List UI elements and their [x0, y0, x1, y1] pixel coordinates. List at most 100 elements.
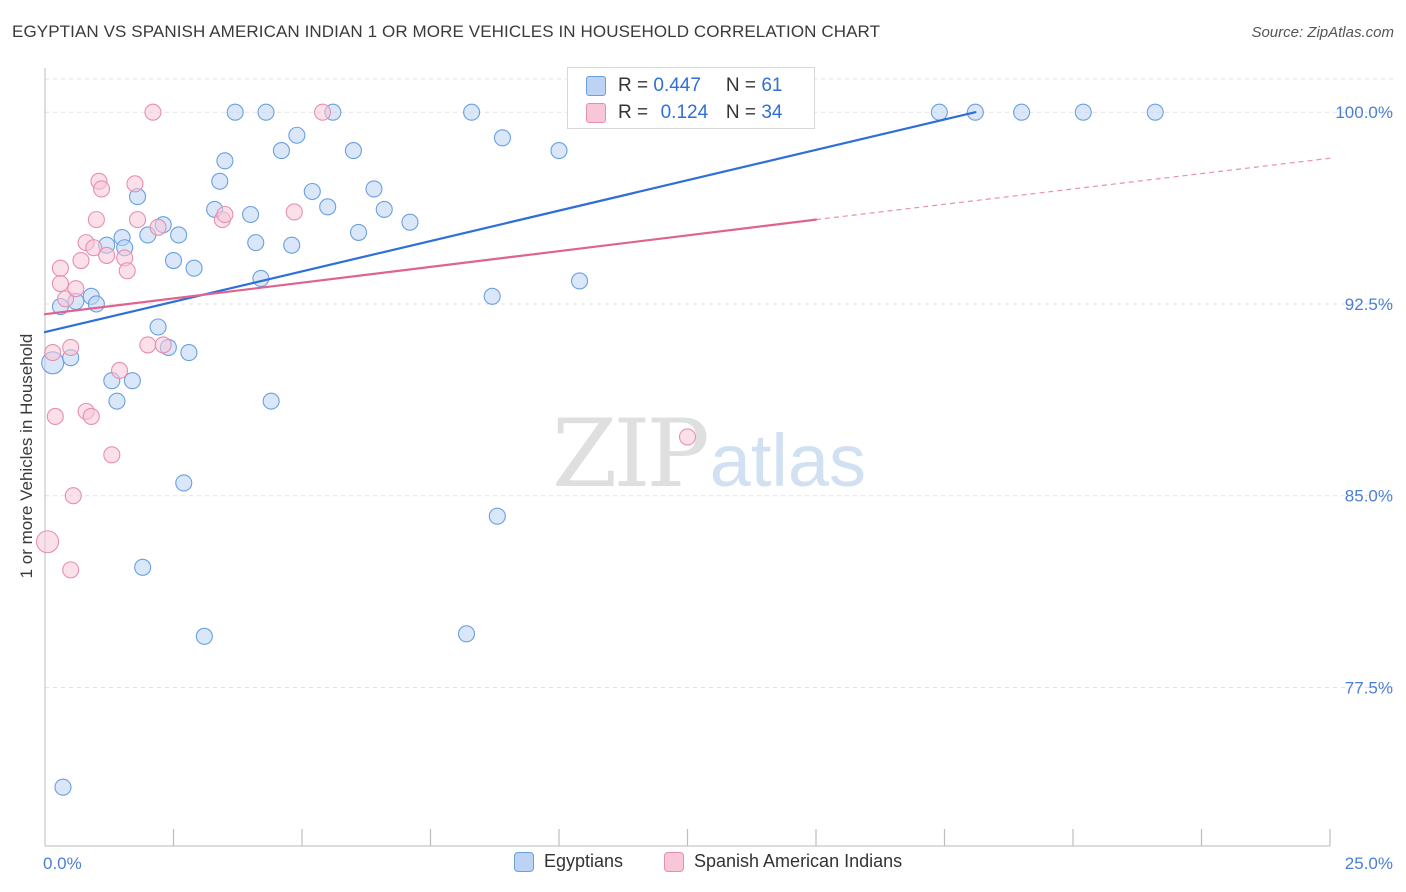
spanish-american-indians-point [67, 280, 85, 298]
egyptians-point [493, 129, 512, 147]
legend-swatch-egyptians [514, 851, 534, 872]
spanish-american-indians-point [144, 103, 162, 121]
stats-row-egyptians: R = 0.447 N = 61 [586, 73, 782, 99]
egyptians-point [283, 236, 301, 254]
n-value-spanish-american-indians: 34 [761, 102, 783, 123]
egyptians-point [365, 180, 383, 198]
spanish-american-indians-point [149, 218, 167, 236]
egyptians-point [108, 392, 126, 410]
egyptians-point [1013, 103, 1031, 121]
egyptians-point [1146, 103, 1164, 121]
egyptians-point [247, 234, 265, 252]
egyptians-point [930, 103, 948, 121]
egyptians-point [175, 474, 193, 492]
spanish-american-indians-point [57, 290, 75, 308]
egyptians-point [401, 213, 419, 231]
egyptians-point [164, 251, 183, 270]
legend: Egyptians Spanish American Indians [0, 851, 1406, 879]
egyptians-point [242, 205, 260, 224]
spanish-american-indians-point [128, 211, 147, 229]
spanish-american-indians-point [314, 103, 332, 121]
spanish-american-indians-point [285, 203, 303, 221]
spanish-american-indians-point [51, 259, 69, 277]
spanish-american-indians-point [36, 530, 60, 554]
spanish-american-indians-trend-line [43, 218, 818, 316]
spanish-american-indians-point [87, 211, 105, 229]
egyptians-point [180, 344, 198, 362]
stats-swatch-egyptians [586, 76, 606, 96]
legend-label-spanish-american-indians: Spanish American Indians [694, 851, 903, 871]
legend-label-egyptians: Egyptians [544, 851, 624, 871]
egyptians-point [149, 318, 167, 336]
spanish-american-indians-point [64, 487, 82, 505]
stats-row-spanish-american-indians: R = 0.124 N = 34 [586, 100, 782, 126]
egyptians-point [303, 182, 321, 201]
stats-swatch-spanish-american-indians [586, 103, 606, 123]
egyptians-point [170, 226, 188, 244]
spanish-american-indians-point [98, 246, 116, 264]
egyptians-point [252, 269, 270, 287]
n-label: N = [715, 102, 762, 123]
r-value-spanish-american-indians: 0.124 [660, 102, 709, 123]
egyptians-point [1074, 103, 1092, 121]
spanish-american-indians-point [62, 338, 80, 357]
n-label: N = [715, 75, 762, 96]
x-tick-label-max: 25.0% [1345, 854, 1393, 873]
source-label: Source: ZipAtlas.com [1251, 24, 1394, 41]
spanish-american-indians-point [44, 344, 62, 362]
egyptians-point [216, 152, 234, 170]
egyptians-point [375, 200, 393, 218]
egyptians-point [488, 507, 506, 525]
egyptians-point [272, 142, 290, 160]
egyptians-point [288, 126, 306, 144]
spanish-american-indians-point [216, 205, 234, 224]
egyptians-point [463, 103, 481, 121]
r-label: R = [618, 75, 654, 96]
spanish-american-indians-point [103, 446, 121, 464]
spanish-american-indians-point [46, 407, 64, 426]
egyptians-point [54, 778, 72, 796]
y-tick-label: 100.0% [1335, 103, 1393, 122]
spanish-american-indians-point [92, 180, 111, 198]
stats-legend: R = 0.447 N = 61 R = 0.124 N = 34 [567, 67, 815, 129]
spanish-american-indians-point [51, 274, 69, 293]
egyptians-point [185, 259, 203, 277]
spanish-american-indians-point [72, 251, 90, 270]
legend-swatch-spanish-american-indians [664, 851, 684, 872]
egyptians-point [571, 272, 589, 290]
egyptians-point [195, 627, 213, 645]
spanish-american-indians-point [85, 239, 103, 257]
egyptians-point [134, 558, 152, 576]
r-label: R = [618, 102, 654, 123]
y-tick-label: 92.5% [1345, 295, 1393, 314]
grid-lines [45, 78, 1395, 688]
egyptians-point [349, 223, 368, 241]
spanish-american-indians-point [126, 175, 144, 193]
chart-title: EGYPTIAN VS SPANISH AMERICAN INDIAN 1 OR… [12, 22, 881, 41]
trend-lines [43, 111, 1331, 334]
data-points [36, 103, 1164, 796]
spanish-american-indians-point [678, 428, 697, 446]
egyptians-point [262, 392, 280, 410]
egyptians-point [123, 372, 141, 390]
r-value-egyptians: 0.447 [653, 75, 701, 96]
egyptians-point [226, 103, 244, 121]
axes [44, 68, 1331, 847]
egyptians-trend-line [43, 111, 977, 334]
spanish-american-indians-trend-line-extension [815, 157, 1331, 221]
y-tick-label: 85.0% [1345, 487, 1393, 506]
egyptians-point [483, 287, 501, 305]
spanish-american-indians-point [110, 361, 129, 380]
egyptians-point [344, 142, 362, 160]
legend-item-egyptians[interactable]: Egyptians [514, 851, 623, 872]
egyptians-point [457, 625, 476, 643]
spanish-american-indians-point [82, 407, 100, 426]
legend-item-spanish-american-indians[interactable]: Spanish American Indians [664, 851, 902, 872]
tick-labels: 100.0% 92.5% 85.0% 77.5% 0.0% 25.0% [43, 103, 1393, 873]
egyptians-point [211, 172, 229, 190]
n-value-egyptians: 61 [761, 75, 783, 96]
spanish-american-indians-point [139, 336, 157, 354]
spanish-american-indians-point [154, 336, 172, 354]
y-tick-label: 77.5% [1345, 678, 1393, 697]
